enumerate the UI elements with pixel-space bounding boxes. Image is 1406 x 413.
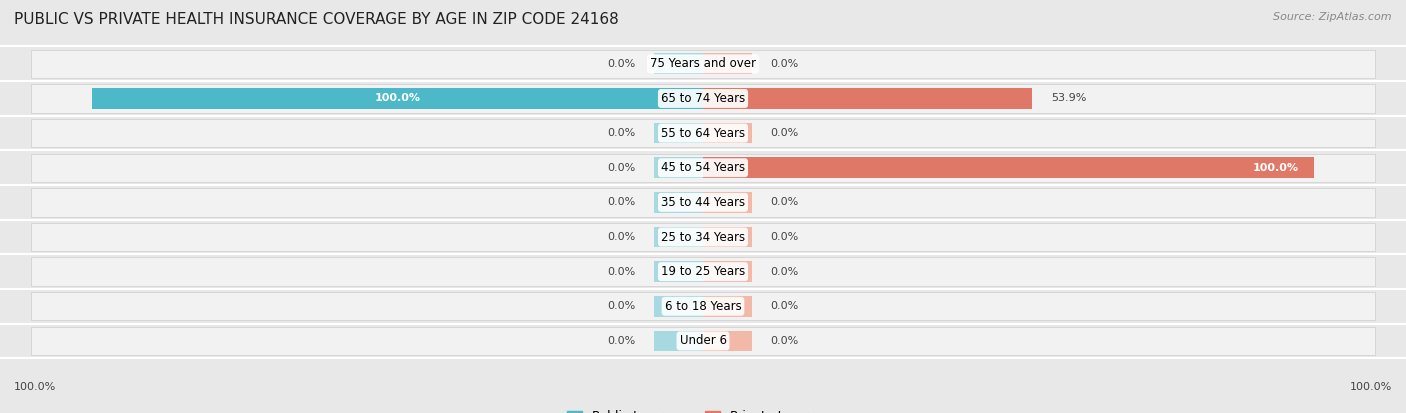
Text: 35 to 44 Years: 35 to 44 Years (661, 196, 745, 209)
Bar (654, 227, 703, 247)
Text: 55 to 64 Years: 55 to 64 Years (661, 127, 745, 140)
Bar (703, 123, 752, 143)
Text: 0.0%: 0.0% (607, 336, 636, 346)
Bar (31, 292, 1375, 320)
Text: 100.0%: 100.0% (374, 93, 420, 103)
Text: 0.0%: 0.0% (607, 267, 636, 277)
Text: Source: ZipAtlas.com: Source: ZipAtlas.com (1274, 12, 1392, 22)
Bar (703, 88, 1032, 109)
Text: 0.0%: 0.0% (607, 128, 636, 138)
Text: 53.9%: 53.9% (1050, 93, 1087, 103)
Bar (91, 88, 703, 109)
Bar (31, 50, 1375, 78)
Bar (703, 261, 752, 282)
Text: 0.0%: 0.0% (770, 197, 799, 207)
Text: 100.0%: 100.0% (1350, 382, 1392, 392)
Bar (91, 88, 703, 109)
Text: 100.0%: 100.0% (14, 382, 56, 392)
Text: 0.0%: 0.0% (607, 197, 636, 207)
Text: 0.0%: 0.0% (770, 301, 799, 311)
Text: Under 6: Under 6 (679, 335, 727, 347)
Bar (703, 53, 752, 74)
Bar (703, 157, 1315, 178)
Text: 0.0%: 0.0% (607, 301, 636, 311)
Text: 45 to 54 Years: 45 to 54 Years (661, 161, 745, 174)
Text: PUBLIC VS PRIVATE HEALTH INSURANCE COVERAGE BY AGE IN ZIP CODE 24168: PUBLIC VS PRIVATE HEALTH INSURANCE COVER… (14, 12, 619, 27)
Bar (703, 88, 1032, 109)
Text: 65 to 74 Years: 65 to 74 Years (661, 92, 745, 105)
Bar (703, 330, 752, 351)
Text: 0.0%: 0.0% (607, 59, 636, 69)
Bar (31, 154, 1375, 182)
Bar (31, 119, 1375, 147)
Bar (703, 227, 752, 247)
Text: 0.0%: 0.0% (607, 232, 636, 242)
Bar (703, 192, 752, 213)
Bar (31, 257, 1375, 286)
Bar (31, 84, 1375, 113)
Text: 0.0%: 0.0% (607, 163, 636, 173)
Bar (654, 53, 703, 74)
Bar (654, 330, 703, 351)
Text: 75 Years and over: 75 Years and over (650, 57, 756, 70)
Text: 100.0%: 100.0% (1253, 163, 1299, 173)
Bar (654, 261, 703, 282)
Legend: Public Insurance, Private Insurance: Public Insurance, Private Insurance (562, 405, 844, 413)
Bar (31, 188, 1375, 216)
Bar (654, 192, 703, 213)
Bar (703, 296, 752, 317)
Text: 6 to 18 Years: 6 to 18 Years (665, 300, 741, 313)
Text: 19 to 25 Years: 19 to 25 Years (661, 265, 745, 278)
Bar (31, 327, 1375, 355)
Bar (654, 157, 703, 178)
Text: 0.0%: 0.0% (770, 59, 799, 69)
Text: 0.0%: 0.0% (770, 232, 799, 242)
Text: 0.0%: 0.0% (770, 267, 799, 277)
Bar (703, 157, 1315, 178)
Bar (654, 123, 703, 143)
Text: 25 to 34 Years: 25 to 34 Years (661, 230, 745, 244)
Bar (31, 223, 1375, 251)
Bar (654, 296, 703, 317)
Text: 0.0%: 0.0% (770, 128, 799, 138)
Text: 0.0%: 0.0% (770, 336, 799, 346)
